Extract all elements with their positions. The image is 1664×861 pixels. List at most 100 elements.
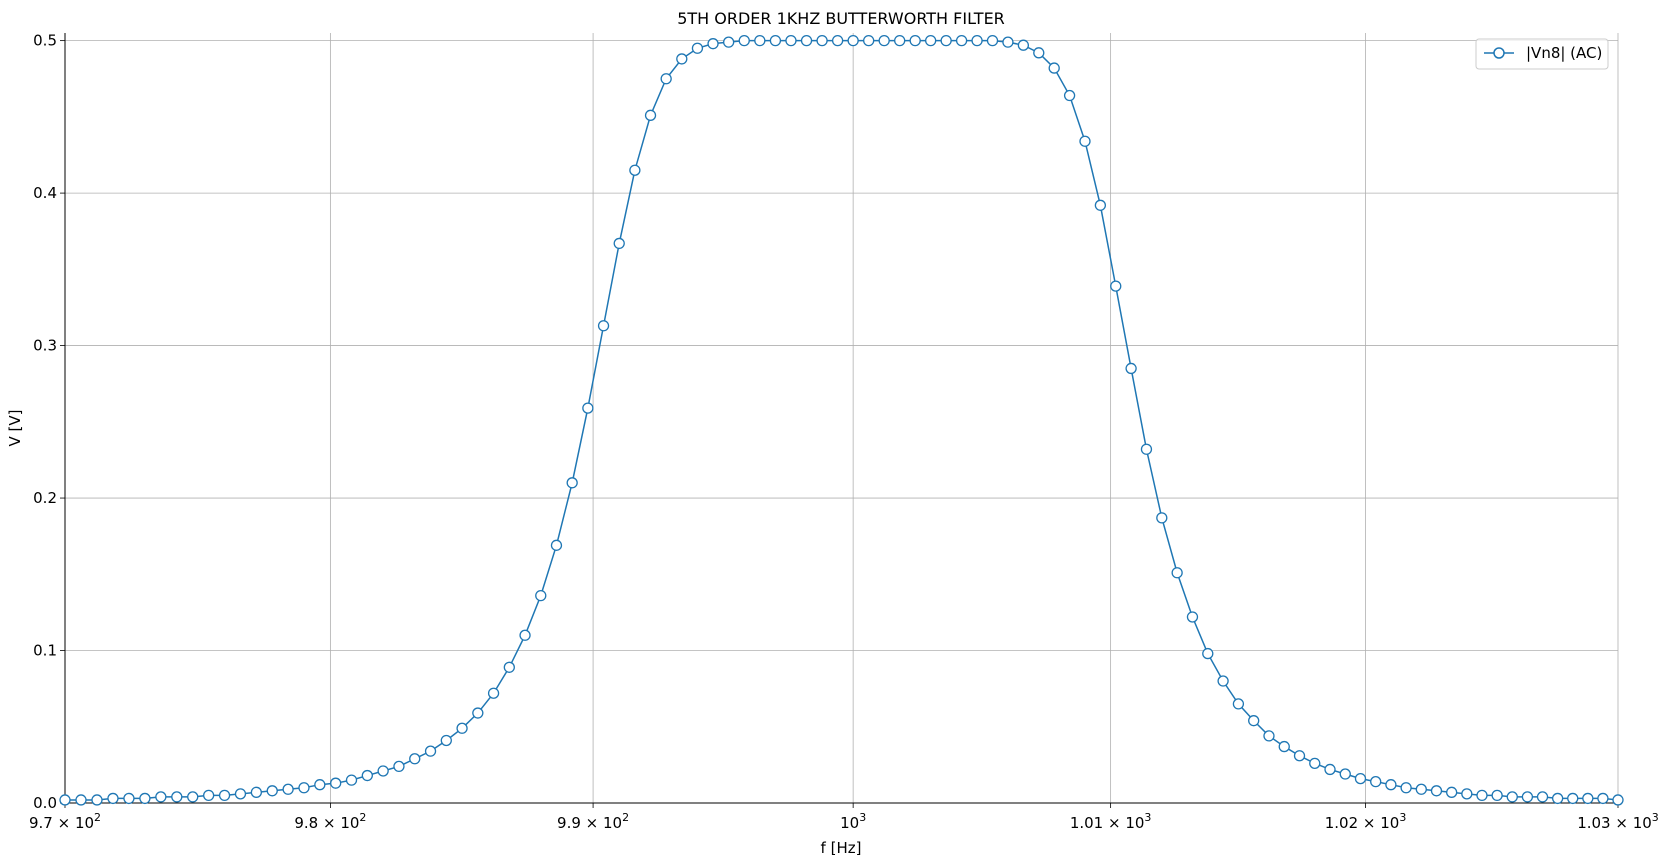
data-point xyxy=(785,34,797,47)
data-point xyxy=(91,794,103,806)
data-point xyxy=(424,745,437,757)
data-point xyxy=(738,34,750,47)
data-point xyxy=(644,109,657,121)
data-point xyxy=(769,34,782,47)
x-ticks: 9.7 × 102 9.8 × 102 9.9 × 102 103 1.01 × 103… xyxy=(29,803,1659,832)
data-point xyxy=(1354,772,1367,785)
data-point xyxy=(816,34,828,47)
data-point xyxy=(986,34,999,47)
data-point xyxy=(940,34,952,47)
data-point xyxy=(123,792,135,805)
data-point xyxy=(1002,36,1014,48)
data-point xyxy=(582,402,594,414)
data-point xyxy=(393,760,405,773)
data-point xyxy=(1385,779,1397,791)
data-point xyxy=(59,794,71,806)
data-point xyxy=(330,777,342,789)
data-point xyxy=(800,34,813,47)
data-point xyxy=(250,786,263,798)
data-point xyxy=(535,589,547,602)
y-tick-label: 0.4 xyxy=(33,184,57,202)
data-point xyxy=(314,779,326,791)
data-point xyxy=(487,687,500,699)
data-point xyxy=(550,539,563,551)
x-tick-label: 103 xyxy=(840,811,866,832)
data-point xyxy=(925,34,937,47)
data-point xyxy=(1551,792,1564,805)
data-point xyxy=(440,734,452,747)
data-point xyxy=(377,765,389,777)
data-point xyxy=(409,753,421,765)
data-point xyxy=(1446,786,1458,798)
data-point xyxy=(1506,791,1518,803)
data-point xyxy=(203,789,215,802)
x-tick-label: 9.9 × 102 xyxy=(557,811,629,832)
data-point xyxy=(234,788,247,800)
y-axis-label: V [V] xyxy=(6,410,24,447)
data-point xyxy=(660,73,672,85)
x-tick-label: 9.8 × 102 xyxy=(294,811,366,832)
data-point xyxy=(298,782,310,794)
data-point xyxy=(1430,785,1443,797)
legend-marker xyxy=(1493,47,1505,59)
data-point xyxy=(187,791,199,803)
data-point xyxy=(847,34,859,47)
data-point xyxy=(1415,783,1427,795)
data-point xyxy=(1521,791,1534,803)
data-point xyxy=(566,477,578,489)
data-point xyxy=(1186,611,1199,623)
data-point xyxy=(1461,788,1473,800)
data-point xyxy=(597,320,610,332)
data-point xyxy=(1140,443,1153,455)
y-tick-label: 0.1 xyxy=(33,642,57,660)
legend-label: |Vn8| (AC) xyxy=(1526,44,1602,62)
data-point xyxy=(1278,740,1290,753)
data-point xyxy=(613,237,625,250)
data-point xyxy=(1202,647,1214,660)
data-point xyxy=(1033,47,1045,59)
data-point xyxy=(1110,280,1122,292)
data-point xyxy=(863,34,875,47)
data-point xyxy=(1217,675,1229,687)
series-line xyxy=(65,39,1619,801)
series xyxy=(59,34,1624,806)
y-ticks: 0.0 0.1 0.2 0.3 0.4 0.5 xyxy=(33,32,65,812)
data-point xyxy=(345,774,358,786)
data-point xyxy=(831,34,844,47)
data-point xyxy=(629,164,641,176)
data-point xyxy=(691,42,704,54)
data-point xyxy=(1612,794,1624,806)
data-point xyxy=(878,34,890,47)
y-tick-label: 0.3 xyxy=(33,337,57,355)
data-point xyxy=(361,769,373,782)
data-point xyxy=(955,34,968,47)
data-point xyxy=(1536,791,1549,803)
legend-box xyxy=(1475,38,1609,70)
x-tick-label: 1.02 × 103 xyxy=(1325,811,1407,832)
data-point xyxy=(1400,782,1412,794)
data-point xyxy=(1597,792,1609,805)
data-point xyxy=(218,789,231,802)
axes xyxy=(64,33,1618,804)
data-point xyxy=(266,785,278,797)
data-point xyxy=(722,36,735,48)
data-point xyxy=(107,792,119,805)
data-point xyxy=(171,791,183,803)
data-point xyxy=(1491,789,1503,802)
data-point xyxy=(1063,89,1076,102)
data-point xyxy=(1293,750,1306,762)
data-point xyxy=(754,34,766,47)
data-point xyxy=(1339,768,1351,780)
data-point xyxy=(519,629,531,641)
data-point xyxy=(1156,512,1168,524)
data-point xyxy=(1017,39,1030,51)
data-point xyxy=(971,34,983,47)
data-point xyxy=(1171,567,1183,579)
legend: |Vn8| (AC) xyxy=(1475,38,1609,70)
data-point xyxy=(1567,792,1579,805)
x-tick-label: 1.03 × 103 xyxy=(1577,811,1659,832)
data-point xyxy=(1232,698,1245,710)
data-point xyxy=(282,783,294,795)
y-tick-label: 0.5 xyxy=(33,32,57,50)
data-point xyxy=(1324,763,1336,776)
